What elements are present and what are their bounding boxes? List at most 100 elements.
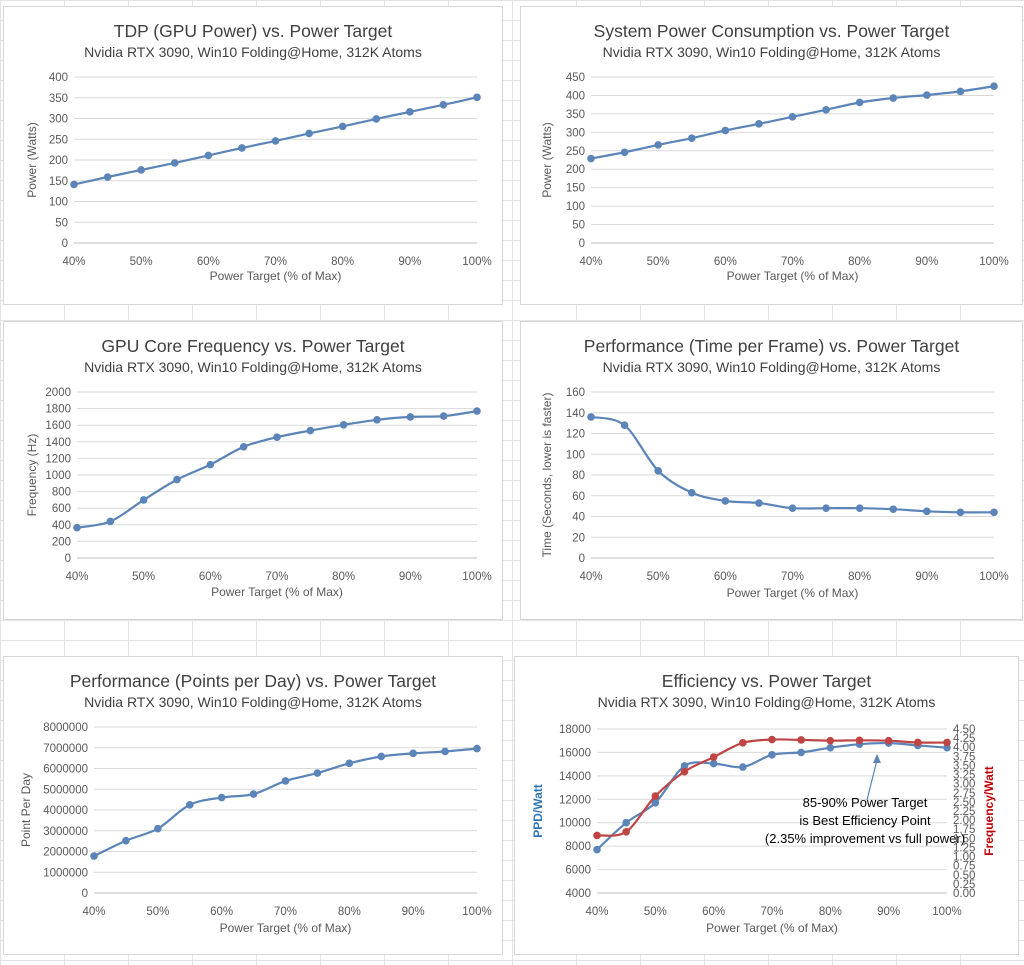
data-point — [651, 792, 660, 800]
data-point — [593, 845, 601, 854]
y-tick-label: 20 — [572, 532, 585, 544]
data-point — [239, 442, 248, 451]
data-point — [206, 460, 215, 469]
data-point — [473, 744, 481, 753]
y-tick-label: 3000000 — [43, 826, 88, 838]
data-point — [889, 505, 898, 514]
y-tick-label: 250 — [49, 134, 68, 146]
y-tick-label: 800 — [52, 487, 71, 499]
y-tick-label: 50 — [55, 217, 68, 229]
x-tick-label: 100% — [979, 256, 1008, 268]
y2-tick-label: 3.25 — [953, 770, 975, 782]
data-point — [587, 154, 595, 163]
chart-system-power-svg: 0 50 100 150 200 250 300 350 400 450 40% 50% 60% 70% 8… — [540, 72, 1009, 283]
chart-tdp-svg: 0 50 100 150 200 250 300 350 400 40% 50% 60% 70% 80% 9… — [25, 72, 492, 283]
y-tick-label: 250 — [566, 146, 585, 158]
x-tick-label: 60% — [714, 256, 737, 268]
data-point — [204, 151, 213, 160]
y2-tick-label: 0.50 — [953, 870, 975, 882]
data-point — [139, 496, 148, 504]
data-point — [281, 777, 290, 785]
y-tick-label: 400 — [49, 72, 68, 84]
y-tick-label: 150 — [49, 176, 68, 188]
data-point — [721, 497, 730, 505]
data-point — [923, 91, 931, 99]
y-tick-label: 350 — [49, 93, 68, 105]
y2-tick-label: 1.50 — [953, 833, 975, 845]
data-point — [217, 793, 226, 802]
data-point — [755, 120, 763, 128]
data-point — [154, 824, 162, 833]
chart-title: GPU Core Frequency vs. Power Target — [101, 336, 405, 356]
series-line — [93, 747, 478, 858]
x-tick-label: 100% — [462, 571, 491, 583]
chart-subtitle: Nvidia RTX 3090, Win10 Folding@Home, 312… — [84, 44, 422, 60]
annotation-text: 85-90% Power Target — [803, 795, 928, 810]
y-tick-label: 100 — [566, 201, 585, 213]
y2-tick-label: 3.00 — [953, 779, 975, 791]
y2-tick-label: 2.25 — [953, 806, 975, 818]
x-tick-label: 40% — [62, 256, 85, 268]
y-tick-label: 10000 — [559, 818, 591, 830]
data-point — [345, 759, 354, 768]
chart-panel-tdp: 0 50 100 150 200 250 300 350 400 40% 50% 60% 70% 80% 9… — [3, 6, 503, 305]
data-point — [755, 499, 763, 507]
data-point — [238, 144, 246, 152]
y-tick-label: 400 — [52, 520, 71, 532]
y-tick-label: 1400 — [45, 437, 71, 449]
x-tick-label: 60% — [199, 571, 222, 583]
data-point — [680, 762, 689, 770]
y-tick-label: 350 — [566, 109, 585, 121]
y2-tick-label: 0.25 — [953, 879, 975, 891]
y-tick-label: 8000 — [565, 841, 591, 853]
chart-panel-core-frequency: 0 200 400 600 800 1000 1200 1400 1600 1800 2000 40%… — [3, 321, 503, 620]
y-tick-label: 140 — [566, 408, 585, 420]
chart-title: TDP (GPU Power) vs. Power Target — [113, 21, 393, 41]
data-point — [956, 87, 965, 96]
x-tick-label: 90% — [915, 571, 938, 583]
x-tick-label: 80% — [848, 571, 871, 583]
x-tick-label: 80% — [332, 571, 355, 583]
y-tick-label: 0 — [65, 553, 71, 565]
data-point — [473, 93, 481, 102]
x-tick-label: 90% — [877, 906, 900, 918]
x-tick-label: 100% — [462, 906, 491, 918]
data-point — [339, 420, 348, 429]
y-tick-label: 200 — [49, 155, 68, 167]
x-tick-label: 60% — [197, 256, 220, 268]
data-point — [826, 736, 835, 745]
x-tick-label: 50% — [644, 906, 667, 918]
data-point — [377, 752, 386, 761]
y-tick-label: 200 — [566, 164, 585, 176]
x-tick-label: 50% — [130, 256, 153, 268]
data-point — [338, 122, 347, 131]
y2-tick-label: 3.75 — [953, 751, 975, 763]
x-tick-label: 90% — [402, 906, 425, 918]
data-point — [305, 129, 313, 138]
chart-panel-system-power: 0 50 100 150 200 250 300 350 400 450 40% 50% 60% 70% 8… — [520, 6, 1023, 305]
annotation-arrow-line — [866, 759, 878, 801]
data-point — [306, 426, 315, 435]
annotation-arrowhead — [873, 754, 881, 763]
y-tick-label: 0 — [82, 888, 88, 900]
x-tick-label: 100% — [462, 256, 491, 268]
y-tick-label: 40 — [572, 512, 585, 524]
data-point — [709, 759, 718, 768]
y-tick-label: 8000000 — [43, 722, 88, 734]
chart-efficiency-svg: 4000 6000 8000 10000 12000 14000 16000 18000 0.0… — [531, 724, 996, 935]
y-tick-label: 1000 — [45, 470, 71, 482]
x-tick-label: 90% — [398, 256, 421, 268]
data-point — [173, 475, 181, 484]
y-tick-label: 600 — [52, 503, 71, 515]
data-point — [593, 831, 601, 840]
y2-tick-label: 4.25 — [953, 733, 975, 745]
y-tick-label: 1600 — [45, 420, 71, 432]
data-point — [90, 852, 98, 860]
data-point — [822, 504, 830, 512]
data-point — [914, 738, 922, 747]
data-point — [313, 769, 322, 777]
x-tick-label: 90% — [915, 256, 938, 268]
data-point — [943, 743, 951, 752]
y-tick-label: 300 — [49, 114, 68, 126]
data-point — [620, 421, 629, 429]
